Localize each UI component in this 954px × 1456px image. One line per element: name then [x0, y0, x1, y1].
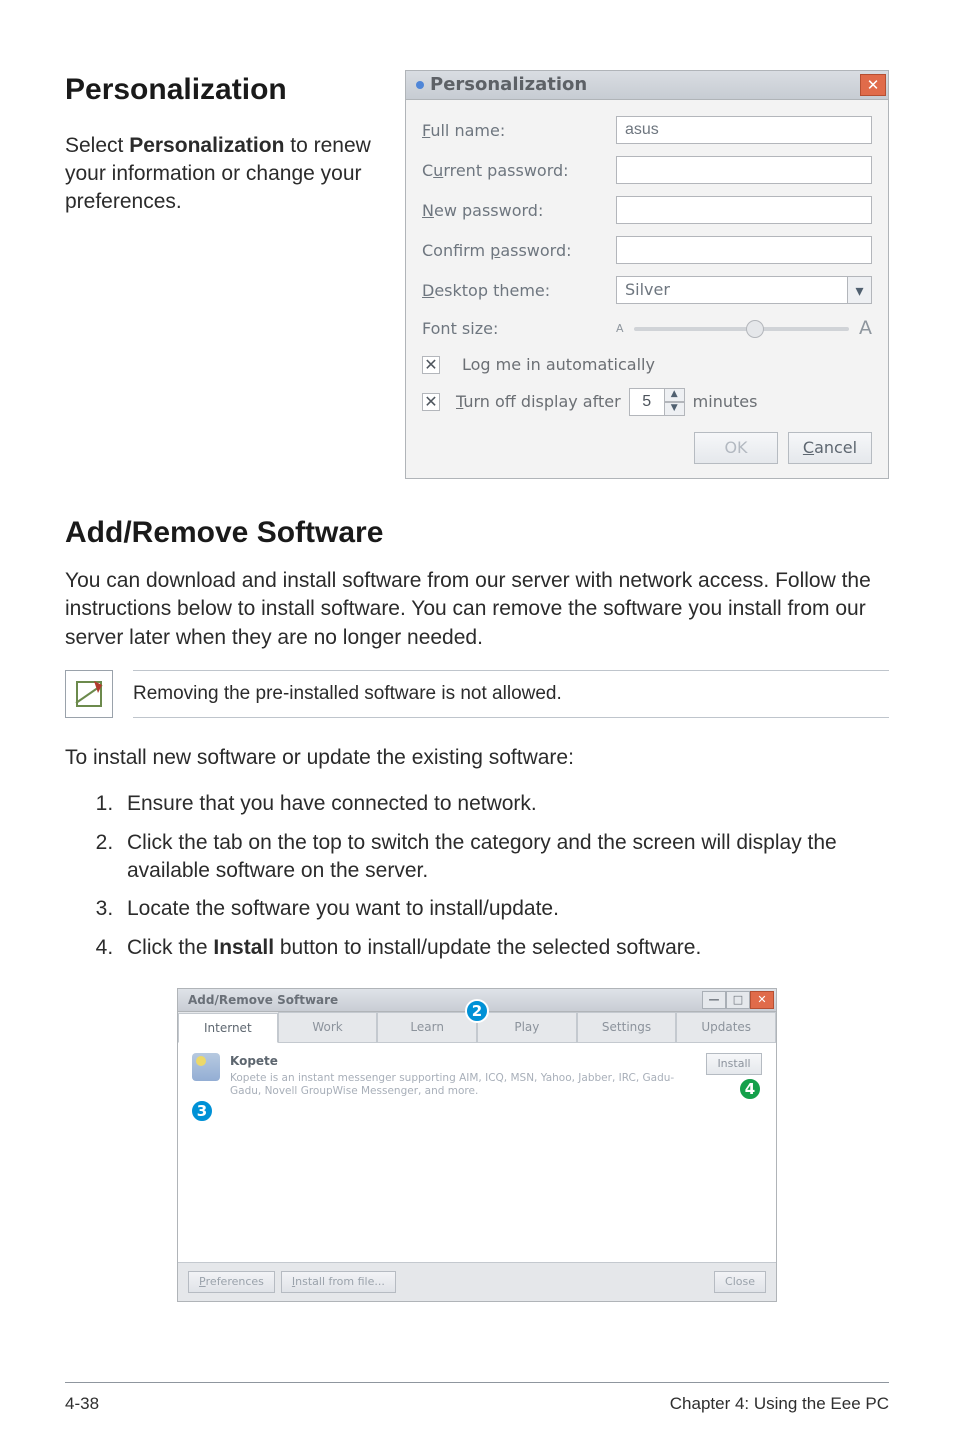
log-me-in-label: Log me in automatically — [462, 354, 655, 376]
software-entry: Kopete Kopete is an instant messenger su… — [192, 1053, 762, 1098]
step-4: Click the Install button to install/upda… — [119, 934, 889, 962]
software-thumb-icon — [192, 1053, 220, 1081]
font-size-small-icon: A — [616, 322, 624, 337]
steps-lead: To install new software or update the ex… — [65, 744, 889, 772]
dialog-title-text: Personalization — [416, 73, 587, 97]
section-heading-add-remove: Add/Remove Software — [65, 513, 889, 554]
chapter-label: Chapter 4: Using the Eee PC — [670, 1393, 889, 1416]
callout-badge-2: 2 — [465, 999, 489, 1023]
note-text: Removing the pre-installed software is n… — [133, 670, 889, 718]
minimize-icon[interactable]: — — [702, 991, 726, 1009]
note-icon — [65, 670, 113, 718]
confirm-password-input[interactable] — [616, 236, 872, 264]
callout-badge-3: 3 — [190, 1099, 214, 1123]
font-size-label: Font size: — [422, 318, 602, 340]
dialog-titlebar: Personalization ✕ — [406, 71, 888, 100]
tab-updates[interactable]: Updates — [676, 1012, 776, 1042]
personalization-intro: Select Personalization to renew your inf… — [65, 132, 375, 217]
tab-settings[interactable]: Settings — [577, 1012, 677, 1042]
close-button[interactable]: Close — [714, 1271, 766, 1293]
intro-pre: Select — [65, 134, 129, 157]
sw-footer: Preferences Install from file... Close — [178, 1263, 776, 1301]
turn-off-display-label: Turn off display after — [456, 391, 621, 413]
software-name: Kopete — [230, 1053, 696, 1069]
software-description: Kopete is an instant messenger supportin… — [230, 1072, 696, 1099]
window-close-icon[interactable]: ✕ — [750, 991, 774, 1009]
page-number: 4-38 — [65, 1393, 99, 1416]
install-steps-list: Ensure that you have connected to networ… — [65, 790, 889, 962]
full-name-label: Full name: — [422, 120, 602, 142]
turn-off-minutes-spinner[interactable]: ▲▼ — [629, 388, 685, 416]
new-password-label: New password: — [422, 200, 602, 222]
add-remove-intro: You can download and install software fr… — [65, 567, 889, 652]
intro-bold: Personalization — [129, 134, 284, 157]
cancel-button[interactable]: Cancel — [788, 432, 872, 464]
page-footer: 4-38 Chapter 4: Using the Eee PC — [65, 1382, 889, 1416]
sw-title-text: Add/Remove Software — [188, 992, 338, 1008]
maximize-icon[interactable]: □ — [726, 991, 750, 1009]
sw-tabs: Internet Work Learn Play Settings Update… — [178, 1012, 776, 1043]
close-icon[interactable]: ✕ — [860, 74, 886, 96]
current-password-input[interactable] — [616, 156, 872, 184]
install-from-file-button[interactable]: Install from file... — [281, 1271, 396, 1293]
step-2: Click the tab on the top to switch the c… — [119, 829, 889, 886]
install-button[interactable]: Install — [706, 1053, 762, 1075]
dialog-title-icon — [416, 81, 424, 89]
tab-learn[interactable]: Learn — [377, 1012, 477, 1042]
section-heading-personalization: Personalization — [65, 70, 375, 111]
tab-play[interactable]: Play — [477, 1012, 577, 1042]
tab-internet[interactable]: Internet — [178, 1013, 278, 1043]
log-me-in-checkbox[interactable]: ✕ — [422, 356, 440, 374]
full-name-input[interactable] — [616, 116, 872, 144]
desktop-theme-value: Silver — [616, 276, 848, 304]
font-size-large-icon: A — [859, 316, 872, 342]
font-size-slider[interactable]: A A — [616, 316, 872, 342]
desktop-theme-select[interactable]: Silver ▾ — [616, 276, 872, 304]
step-1: Ensure that you have connected to networ… — [119, 790, 889, 818]
spinner-down-icon[interactable]: ▼ — [665, 402, 685, 416]
new-password-input[interactable] — [616, 196, 872, 224]
preferences-button[interactable]: Preferences — [188, 1271, 275, 1293]
turn-off-minutes-input[interactable] — [629, 388, 665, 416]
ok-button[interactable]: OK — [694, 432, 778, 464]
turn-off-display-checkbox[interactable]: ✕ — [422, 393, 440, 411]
confirm-password-label: Confirm password: — [422, 240, 602, 262]
add-remove-window: Add/Remove Software — □ ✕ Internet Work … — [177, 988, 777, 1302]
chevron-down-icon[interactable]: ▾ — [848, 276, 872, 304]
tab-work[interactable]: Work — [278, 1012, 378, 1042]
minutes-unit-label: minutes — [693, 391, 758, 413]
desktop-theme-label: Desktop theme: — [422, 280, 602, 302]
sw-body: Kopete Kopete is an instant messenger su… — [178, 1043, 776, 1263]
current-password-label: Current password: — [422, 160, 602, 182]
spinner-up-icon[interactable]: ▲ — [665, 388, 685, 402]
note-callout: Removing the pre-installed software is n… — [65, 670, 889, 718]
personalization-dialog: Personalization ✕ Full name: Current pas… — [405, 70, 889, 479]
step-3: Locate the software you want to install/… — [119, 895, 889, 923]
